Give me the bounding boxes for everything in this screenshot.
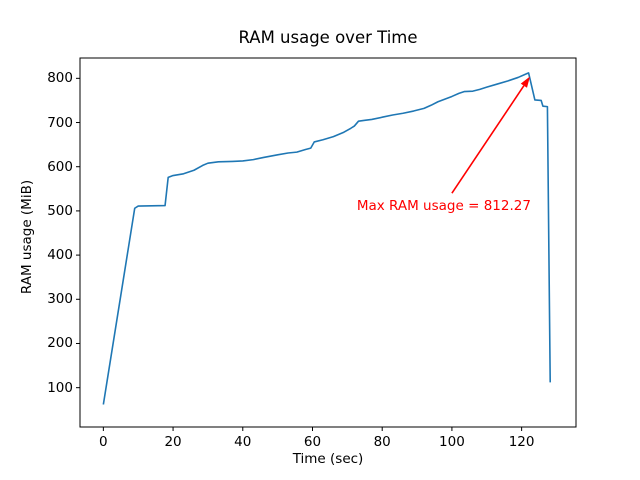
x-tick-label: 100 <box>439 434 465 450</box>
y-tick-label: 800 <box>47 70 73 87</box>
y-tick-label: 300 <box>47 291 73 308</box>
y-tick-label: 700 <box>47 114 73 131</box>
annotation-arrow-shaft <box>451 85 525 194</box>
x-tick-label: 0 <box>99 434 108 450</box>
y-axis-label: RAM usage (MiB) <box>19 179 35 295</box>
x-tick-label: 60 <box>303 434 322 450</box>
annotation-arrow-head <box>520 76 530 88</box>
x-tick-label: 80 <box>373 434 391 450</box>
x-tick-label: 20 <box>164 434 182 450</box>
y-tick-label: 200 <box>47 335 73 352</box>
axes-spines <box>79 57 577 428</box>
y-tick-label: 100 <box>47 379 73 396</box>
y-tick-label: 600 <box>47 158 73 175</box>
x-tick-label: 40 <box>234 434 252 450</box>
y-tick-label: 400 <box>47 247 73 264</box>
x-axis-label: Time (sec) <box>292 451 364 467</box>
chart-title: RAM usage over Time <box>238 28 418 47</box>
y-tick-label: 500 <box>47 202 73 219</box>
annotation-max-ram-label: Max RAM usage = 812.27 <box>356 197 531 214</box>
ram-usage-line <box>102 72 552 405</box>
x-tick-label: 120 <box>508 434 535 450</box>
